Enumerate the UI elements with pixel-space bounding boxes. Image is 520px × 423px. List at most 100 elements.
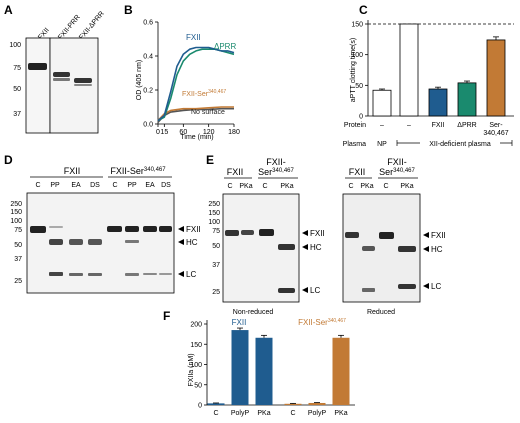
panel-e-group2b: Ser340,467 — [258, 167, 294, 177]
lane-label: C — [227, 183, 232, 190]
y-tick-label: 0.4 — [143, 54, 153, 61]
plasma-np: NP — [377, 141, 387, 148]
arrow-icon — [423, 246, 429, 252]
band-label-fxii: FXII — [186, 225, 201, 234]
arrow-icon — [178, 226, 184, 232]
panel-e-gel-nonreduced — [222, 193, 300, 303]
protein-value: – — [407, 122, 411, 129]
bar — [457, 82, 477, 117]
x-tick-label: PKa — [334, 410, 347, 417]
bar — [231, 330, 249, 405]
y-tick-label: 100 — [190, 362, 202, 369]
x-tick-label: PolyP — [308, 410, 327, 417]
gel-band — [74, 84, 92, 86]
y-tick-label: 100 — [351, 52, 363, 59]
panel-a: A FXII FXII-PRR FXII-ΔPRR 100 75 50 37 — [4, 3, 106, 134]
gel-band — [143, 226, 157, 232]
lane-label: C — [262, 183, 267, 190]
gel-band — [362, 246, 375, 251]
y-tick-label: 0 — [359, 114, 363, 121]
bar — [486, 39, 506, 117]
series-label-no-surface: No surface — [191, 109, 225, 116]
panel-c-protein-row: Protein – – FXII ΔPRR Ser-340,467 — [344, 122, 509, 137]
panel-d-mw-markers: 250 150 100 75 50 37 25 — [10, 201, 22, 285]
arrow-icon — [302, 287, 308, 293]
series-label-dprr: ΔPRR — [214, 42, 236, 51]
gel-band — [53, 72, 70, 77]
lane-label: PKa — [280, 183, 293, 190]
mw-marker: 250 — [10, 201, 22, 208]
gel-band — [88, 273, 102, 276]
row-label-protein: Protein — [344, 122, 366, 129]
lane-label: EA — [145, 182, 155, 189]
arrow-icon — [302, 230, 308, 236]
gel-band — [69, 273, 83, 276]
panel-b-letter: B — [124, 3, 133, 17]
gel-band — [379, 232, 394, 239]
panel-b-xlabel: Time (min) — [180, 134, 213, 141]
row-label-plasma: Plasma — [343, 141, 366, 148]
bar — [372, 89, 392, 117]
panel-e-letter: E — [206, 153, 214, 167]
gel-band — [49, 272, 63, 276]
panel-e-lane-labels: C PKa C PKa C PKa C PKa — [227, 183, 413, 190]
caption-non-reduced: Non-reduced — [233, 309, 274, 316]
mw-marker: 250 — [208, 201, 220, 208]
lane-label: C — [348, 183, 353, 190]
panel-c-y-ticks: 0 50 100 150 — [351, 22, 368, 121]
panel-d-group2: FXII-Ser340,467 — [110, 166, 166, 176]
mw-marker: 25 — [14, 278, 22, 285]
bar — [207, 403, 225, 405]
plasma-deficient: XII-deficient plasma — [429, 141, 491, 148]
panel-c-bars — [372, 23, 506, 117]
lane-label: C — [112, 182, 117, 189]
bar — [308, 402, 326, 405]
x-tick-label: 180 — [228, 129, 240, 136]
panel-d-group1: FXII — [64, 166, 81, 176]
band-label-fxii-reduced: FXII — [431, 231, 446, 240]
lane-label: EA — [71, 182, 81, 189]
mw-marker: 25 — [212, 289, 220, 296]
caption-reduced: Reduced — [367, 309, 395, 316]
panel-f-bars — [207, 327, 350, 405]
x-tick-label: 15 — [160, 129, 168, 136]
band-label-lc: LC — [310, 286, 320, 295]
lane-label: C — [35, 182, 40, 189]
mw-marker: 37 — [14, 256, 22, 263]
lane-label: C — [383, 183, 388, 190]
x-tick-label: 0 — [156, 129, 160, 136]
gel-band — [159, 273, 172, 275]
panel-f-x-ticks: C PolyP PKa C PolyP PKa — [213, 410, 347, 417]
gel-band — [398, 246, 416, 252]
panel-e-group2: FXII- — [266, 157, 286, 167]
x-tick-label: 120 — [203, 129, 215, 136]
arrow-icon — [178, 239, 184, 245]
arrow-icon — [423, 283, 429, 289]
panel-e-group2b-reduced: Ser340,467 — [379, 167, 415, 177]
gel-band — [278, 244, 295, 250]
gel-band — [278, 288, 295, 293]
gel-band — [30, 226, 46, 233]
series-label-fxii: FXII — [186, 33, 201, 42]
y-tick-label: 0.2 — [143, 88, 153, 95]
gel-band — [225, 230, 239, 236]
gel-band — [125, 273, 139, 276]
gel-band — [88, 239, 102, 245]
band-label-hc: HC — [186, 238, 198, 247]
x-tick-label: PolyP — [231, 410, 250, 417]
panel-f: F FXIIa (nM) FXII FXII-Ser340,467 0 50 100… — [163, 309, 355, 417]
gel-band — [125, 226, 139, 232]
panel-d-letter: D — [4, 153, 13, 167]
gel-band — [53, 78, 70, 81]
panel-d-band-labels: FXII HC LC — [178, 225, 201, 279]
gel-band — [143, 273, 157, 275]
panel-e-group1: FXII — [227, 167, 244, 177]
band-label-hc: HC — [310, 243, 322, 252]
panel-e-group2-reduced: FXII- — [387, 157, 407, 167]
gel-band — [345, 232, 359, 238]
panel-a-lane-labels: FXII FXII-PRR FXII-ΔPRR — [37, 10, 106, 41]
gel-band — [28, 63, 47, 70]
panel-e-group1-reduced: FXII — [349, 167, 366, 177]
panel-d-lane-labels: C PP EA DS C PP EA DS — [35, 182, 171, 189]
gel-band — [241, 230, 254, 235]
